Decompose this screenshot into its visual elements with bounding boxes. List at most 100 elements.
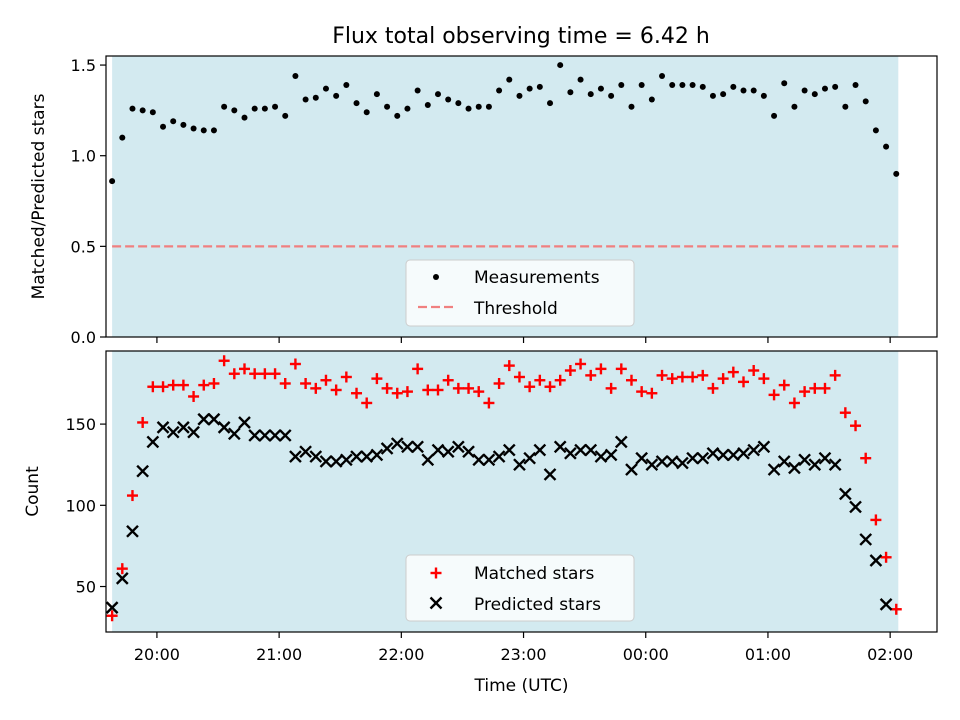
predicted-star-point <box>706 446 720 460</box>
matched-star-point <box>575 358 587 370</box>
predicted-star-point <box>146 435 160 449</box>
x-stroke-b <box>604 448 618 462</box>
predicted-star-point <box>788 461 801 475</box>
predicted-star-point <box>299 445 312 459</box>
matched-star-point <box>717 373 729 385</box>
bottom-legend: Matched stars Predicted stars <box>405 554 635 622</box>
measurement-point <box>526 85 533 92</box>
measurement-point <box>434 91 441 98</box>
predicted-star-point <box>594 450 608 463</box>
predicted-star-point <box>645 458 659 472</box>
matched-star-point <box>788 397 800 409</box>
measurement-point <box>251 105 258 112</box>
top-legend-box <box>405 259 635 327</box>
measurement-point <box>608 92 615 99</box>
bottom-axes-frame <box>105 350 938 633</box>
x-stroke-b <box>248 429 262 442</box>
measurement-point <box>160 123 167 130</box>
measurement-point <box>282 112 289 119</box>
matched-star-point <box>748 364 760 376</box>
measurement-point <box>190 125 197 132</box>
predicted-star-point <box>523 451 536 465</box>
matched-star-point <box>442 374 454 386</box>
predicted-star-point <box>604 448 618 462</box>
top-y-ticks: 0.0 0.5 1.0 1.5 <box>71 56 106 347</box>
measurement-point <box>302 96 309 103</box>
x-stroke-b <box>339 453 353 467</box>
measurement-point <box>852 82 859 89</box>
x-stroke-b <box>217 420 231 434</box>
x-stroke-b <box>187 425 200 439</box>
predicted-star-point <box>513 458 526 472</box>
measurement-point <box>872 127 879 134</box>
matched-star-point <box>106 610 118 622</box>
x-stroke-b <box>686 451 699 465</box>
x-stroke-b <box>319 455 333 468</box>
predicted-star-point <box>828 458 842 472</box>
x-stroke-b <box>360 450 374 463</box>
predicted-star-point <box>553 440 567 454</box>
measurement-point <box>628 103 635 110</box>
x-stroke-b <box>431 443 445 457</box>
predicted-star-point <box>533 443 547 457</box>
matched-star-point <box>625 374 637 386</box>
predicted-star-point <box>757 440 771 454</box>
matched-star-point <box>228 368 240 380</box>
measurement-point <box>231 107 238 114</box>
predicted-star-point <box>879 598 893 611</box>
x-stroke-b <box>767 463 781 476</box>
predicted-star-point <box>452 440 465 454</box>
matched-star-point <box>636 386 648 398</box>
measurement-point <box>862 98 869 105</box>
predicted-star-point <box>696 451 710 465</box>
predicted-star-point <box>849 500 862 514</box>
matched-star-point <box>157 381 169 393</box>
matched-star-point <box>758 373 770 385</box>
top-x-tick-marks <box>156 337 891 343</box>
measurement-point <box>536 83 543 90</box>
x-stroke-b <box>166 425 180 439</box>
predicted-star-point <box>472 453 486 467</box>
x-stroke-b <box>197 412 211 426</box>
measurement-point <box>343 82 350 89</box>
measurement-point <box>842 103 849 110</box>
measurement-point <box>883 143 890 150</box>
x-stroke-b <box>777 455 791 468</box>
legend-threshold-label: Threshold <box>473 299 558 319</box>
matched-star-point <box>503 360 515 372</box>
x-stroke-b <box>227 427 241 441</box>
measurement-point <box>394 112 401 119</box>
x-stroke-b <box>726 448 740 462</box>
measurement-point <box>567 89 574 96</box>
x-stroke-b <box>879 598 893 611</box>
matched-star-point <box>697 369 709 381</box>
x-stroke-b <box>492 450 506 463</box>
matched-star-point <box>829 369 841 381</box>
predicted-star-point <box>747 443 761 457</box>
measurement-point <box>109 178 116 185</box>
matched-star-point <box>768 389 780 401</box>
x-stroke-b <box>462 445 475 459</box>
x-stroke-b <box>564 446 577 460</box>
measurement-point <box>455 100 462 107</box>
matched-star-point <box>269 368 281 380</box>
x-stroke-b <box>696 451 710 465</box>
bottom-legend-box <box>405 554 635 622</box>
measurement-point <box>750 87 757 94</box>
measurement-point <box>404 105 411 112</box>
x-stroke-b <box>177 420 190 434</box>
measurement-point <box>353 100 360 107</box>
predicted-star-point <box>665 455 679 468</box>
x-stroke-b <box>380 442 394 455</box>
predicted-star-point <box>309 450 323 463</box>
matched-star-point <box>615 363 627 375</box>
predicted-star-point <box>655 455 669 468</box>
bottom-y-axis-label: Count <box>23 466 43 517</box>
matched-star-point <box>320 374 332 386</box>
measurement-point <box>801 87 808 94</box>
legend-predicted-label: Predicted stars <box>474 595 601 615</box>
predicted-star-point <box>798 453 811 467</box>
x-stroke-b <box>105 601 119 614</box>
x-stroke-b <box>350 450 363 463</box>
